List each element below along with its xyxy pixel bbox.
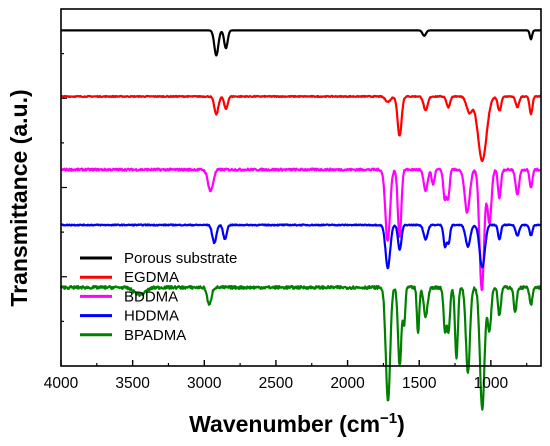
x-tick-label: 1000: [474, 375, 509, 392]
legend-label: BPADMA: [124, 327, 186, 344]
legend-label: HDDMA: [124, 308, 179, 325]
x-tick-label: 4000: [44, 375, 79, 392]
x-tick-label: 3500: [115, 375, 150, 392]
legend-label: BDDMA: [124, 288, 178, 305]
series-layer: [59, 29, 542, 411]
series-line-hddma: [60, 223, 542, 270]
x-axis-title-sup: −1: [380, 410, 397, 427]
legend-label: Porous substrate: [124, 250, 237, 267]
tick-layer: 4000 3500 3000 2500 2000 1500 1000: [44, 53, 528, 392]
y-axis-title: Transmittance (a.u.): [6, 89, 32, 306]
series-line-porous-substrate: [60, 29, 542, 57]
legend: Porous substrate EGDMA BDDMA HDDMA BPADMA: [80, 250, 237, 344]
x-axis-title-close: ): [397, 411, 405, 437]
series-line-bpadma: [59, 284, 542, 411]
x-tick-label: 2500: [259, 375, 294, 392]
legend-label: EGDMA: [124, 269, 179, 286]
x-tick-label: 1500: [402, 375, 437, 392]
x-tick-label: 2000: [330, 375, 365, 392]
series-line-bddma: [60, 167, 542, 292]
x-axis-title: Wavenumber (cm−1): [189, 410, 405, 437]
x-axis-title-main: Wavenumber (cm: [189, 411, 380, 437]
series-line-egdma: [60, 94, 542, 163]
x-tick-label: 3000: [187, 375, 222, 392]
